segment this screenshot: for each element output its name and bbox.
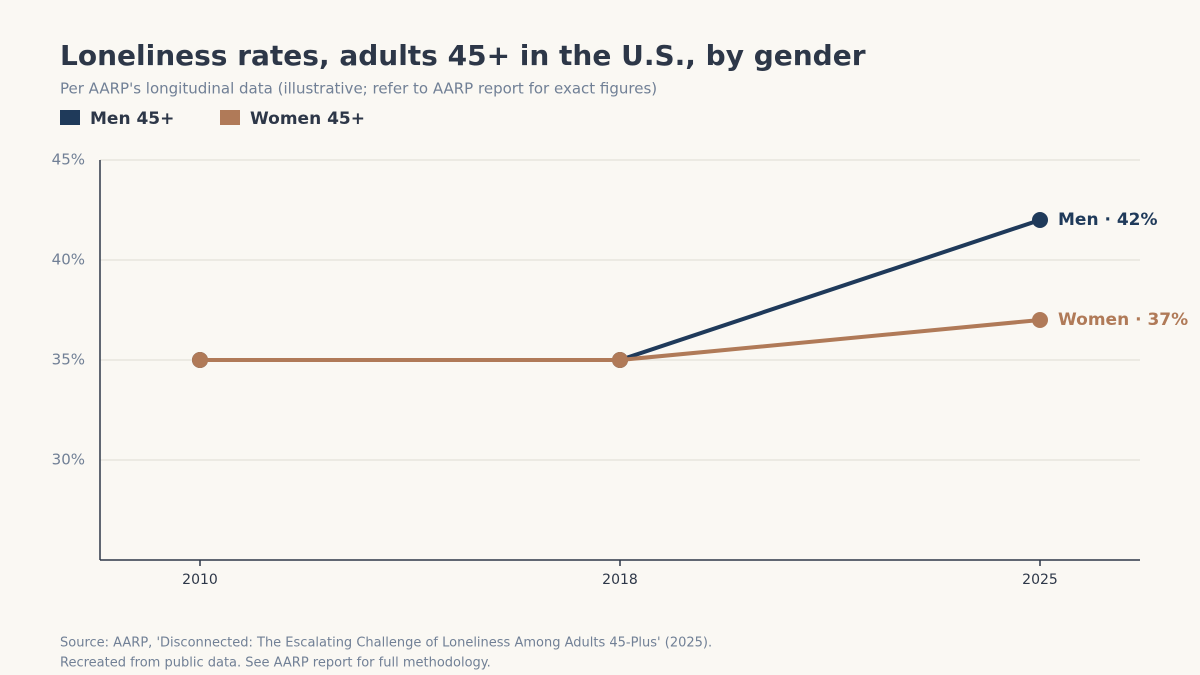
series-line [200,218,1041,362]
chart-subtitle: Per AARP's longitudinal data (illustrati… [60,80,657,98]
x-tick-label: 2025 [1022,572,1058,588]
end-label: Men · 42% [1058,210,1158,230]
y-tick-label: 30% [52,451,85,469]
chart-title: Loneliness rates, adults 45+ in the U.S.… [60,39,866,72]
legend-label: Men 45+ [90,109,174,129]
legend-label: Women 45+ [250,109,365,129]
y-tick-label: 35% [52,351,85,369]
x-tick-label: 2018 [602,572,638,588]
legend-swatch [220,110,240,125]
x-tick-label: 2010 [182,572,218,588]
data-point [612,352,628,368]
legend-swatch [60,110,80,125]
data-point [1032,212,1048,228]
source-note: Recreated from public data. See AARP rep… [60,656,491,671]
y-tick-label: 40% [52,251,85,269]
data-point [192,352,208,368]
end-label: Women · 37% [1058,310,1188,330]
data-point [1032,312,1048,328]
source-note: Source: AARP, 'Disconnected: The Escalat… [60,636,712,651]
y-tick-label: 45% [52,151,85,169]
